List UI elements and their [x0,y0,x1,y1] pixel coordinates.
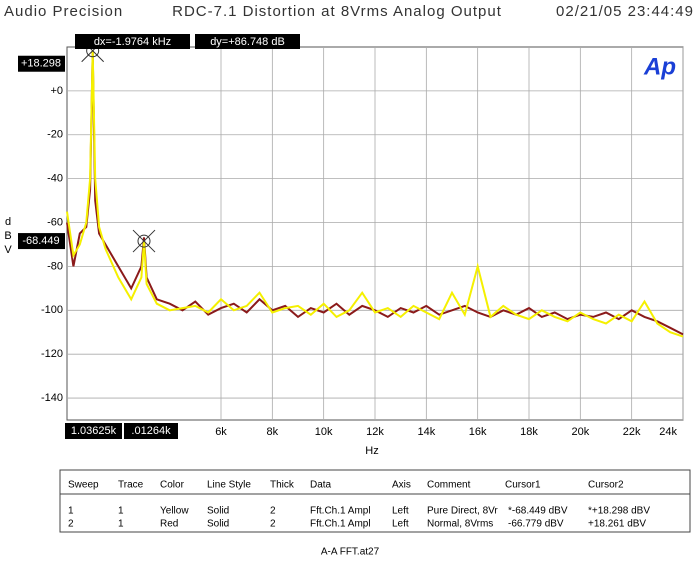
table-cell: Fft.Ch.1 Ampl [310,506,371,517]
x-tick-label: 20k [571,426,589,438]
cursor [132,229,156,253]
cursor-label-box [18,233,65,250]
table-cell: 1 [118,519,124,530]
y-tick-label: -20 [47,129,63,141]
y-tick-label: -60 [47,216,63,228]
cursor-cross [132,229,156,253]
legend-table-frame [59,469,691,533]
x-tick-label: 14k [417,426,435,438]
cursor-readout-box [124,423,178,439]
table-header: Thick [270,480,295,491]
table-cell: Pure Direct, 8Vr [427,506,498,517]
table-header: Sweep [68,480,99,491]
table-cell: 2 [270,506,276,517]
footer: A-A FFT.at27 [321,547,380,558]
table-header: Trace [118,480,144,491]
table-cell: Solid [207,506,229,517]
cursor-readout-box [65,423,122,439]
table-cell: *-68.449 dBV [508,506,568,517]
chart-title: RDC-7.1 Distortion at 8Vrms Analog Outpu… [172,3,502,20]
table-cell: 1 [118,506,124,517]
brand: Audio Precision [4,3,123,20]
x-tick-label: 8k [267,426,279,438]
timestamp: 02/21/05 23:44:49 [556,3,694,20]
cursor-value: +18.298 [21,58,61,70]
table-cell: Solid [207,519,229,530]
table-cell: Left [392,519,409,530]
x-tick-label: 18k [520,426,538,438]
delta-readout-box [75,34,190,49]
delta-readout-box [195,34,300,49]
table-header: Comment [427,480,471,491]
cursor-label-box [18,55,65,72]
table-cell: 2 [68,519,74,530]
table-header: Data [310,480,332,491]
table-header: Color [160,480,185,491]
trace [66,50,684,338]
table-cell: Normal, 8Vrms [427,519,493,530]
x-tick-label: 22k [623,426,641,438]
trace [66,50,684,336]
cursor-readout: .01264k [131,425,171,437]
cursor-marker [137,234,151,248]
table-header: Cursor1 [505,480,541,491]
x-axis-label: Hz [365,445,378,457]
delta-readout: dx=-1.9764 kHz [94,36,171,48]
table-cell: -66.779 dBV [508,519,564,530]
y-tick-label: -100 [41,304,63,316]
y-tick-label: -80 [47,260,63,272]
table-cell: 1 [68,506,74,517]
table-cell: Yellow [160,506,189,517]
table-header: Cursor2 [588,480,624,491]
x-tick-label: 10k [315,426,333,438]
table-cell: Red [160,519,178,530]
y-tick-label: -140 [41,392,63,404]
table-header: Line Style [207,480,251,491]
x-tick-label: 24k [659,426,677,438]
logo: Ap [643,53,676,80]
cursor-readout: 1.03625k [71,425,117,437]
table-cell: 2 [270,519,276,530]
y-tick-label: +0 [50,85,63,97]
cursor-value: -68.449 [22,235,59,247]
table-cell: Left [392,506,409,517]
y-tick-label: -40 [47,173,63,185]
table-cell: Fft.Ch.1 Ampl [310,519,371,530]
delta-readout: dy=+86.748 dB [210,36,285,48]
table-cell: *+18.298 dBV [588,506,650,517]
y-tick-label: -120 [41,348,63,360]
table-header: Axis [392,480,411,491]
x-tick-label: 12k [366,426,384,438]
table-cell: +18.261 dBV [588,519,646,530]
x-tick-label: 16k [469,426,487,438]
x-tick-label: 6k [215,426,227,438]
